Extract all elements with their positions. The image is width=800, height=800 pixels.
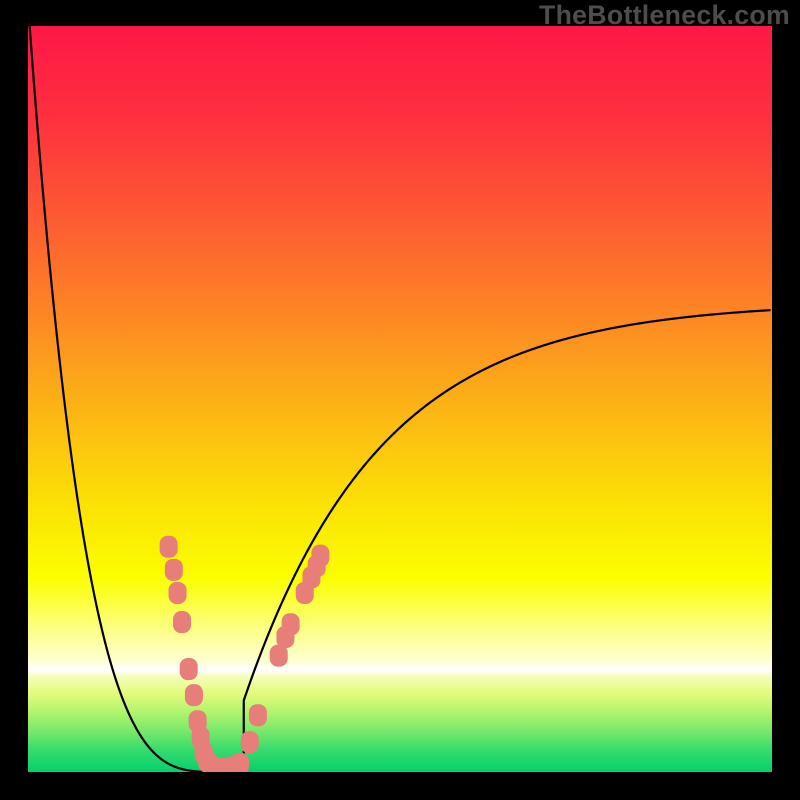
watermark-text: TheBottleneck.com [539, 0, 790, 31]
chart-stage: TheBottleneck.com [0, 0, 800, 800]
plot-area [28, 26, 772, 772]
background-gradient [28, 26, 772, 772]
